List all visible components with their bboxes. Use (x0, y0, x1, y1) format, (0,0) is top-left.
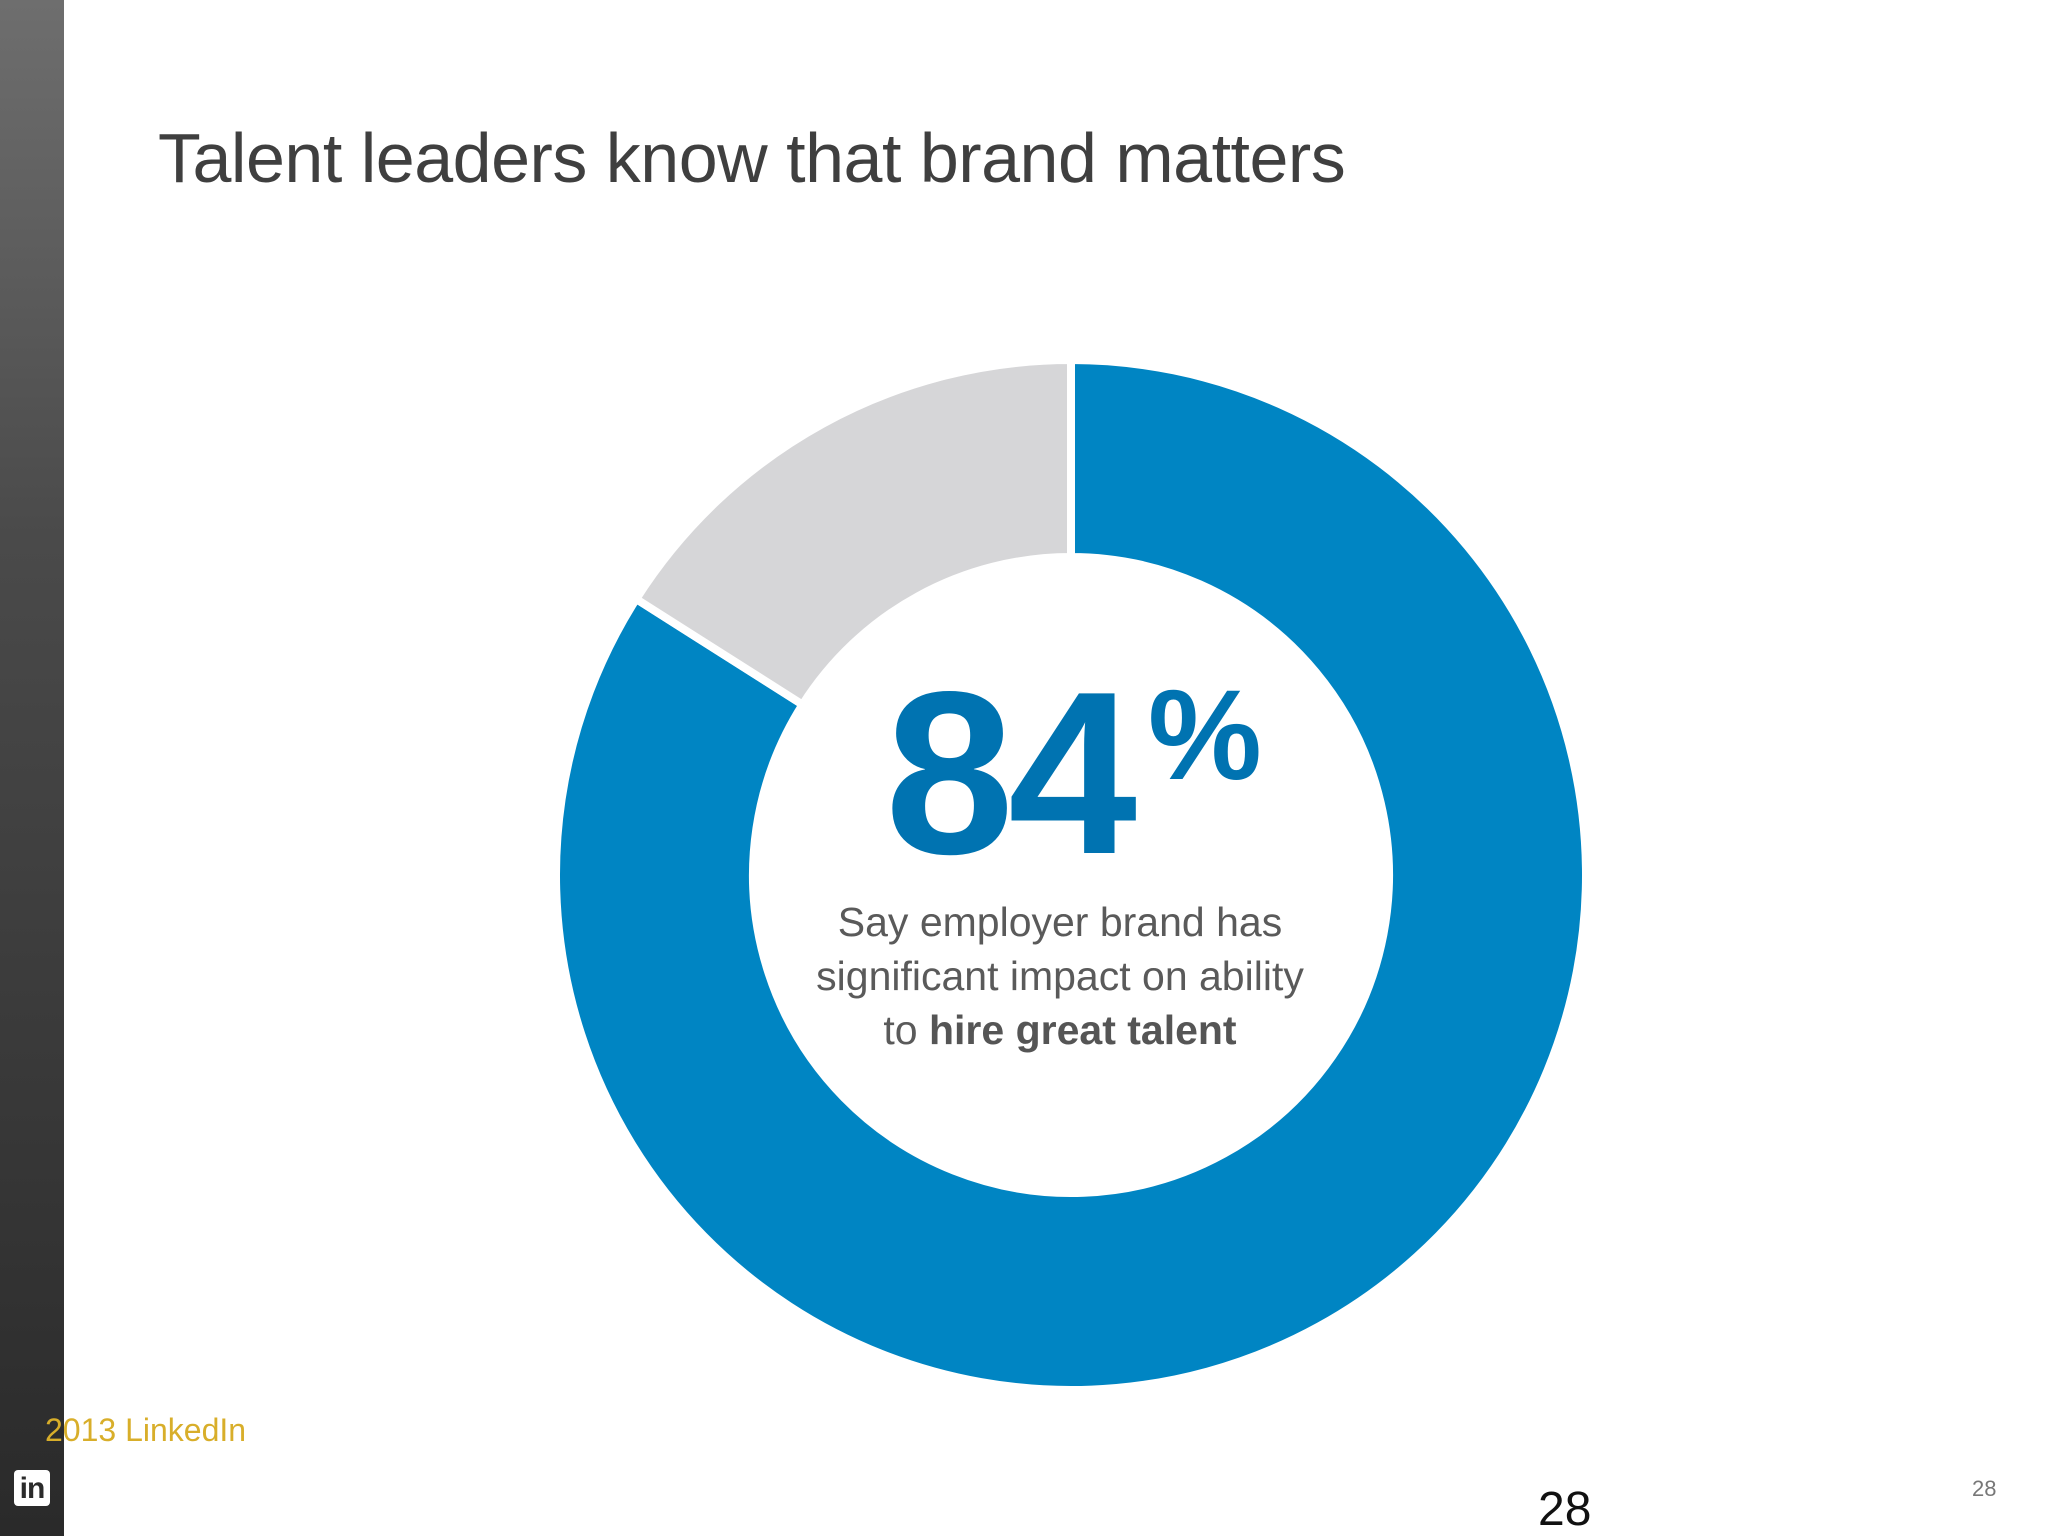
stat-caption: Say employer brand has significant impac… (800, 895, 1320, 1057)
donut-slice-0 (552, 355, 1590, 1394)
slide-title: Talent leaders know that brand matters (158, 119, 1346, 197)
caption-bold-text: hire great talent (929, 1007, 1237, 1053)
caption-text: Say employer brand has significant impac… (816, 899, 1304, 1053)
stat-number: 84 (885, 644, 1137, 903)
page-number-small: 28 (1972, 1476, 1997, 1501)
donut-slice-1 (630, 355, 1075, 711)
copyright-text: 2013 LinkedIn (45, 1412, 247, 1448)
sidebar-strip (0, 0, 64, 1536)
linkedin-logo-icon: in (14, 1470, 50, 1506)
page-number: 28 (1538, 1483, 1592, 1536)
stat-percent-sign: % (1148, 664, 1262, 807)
